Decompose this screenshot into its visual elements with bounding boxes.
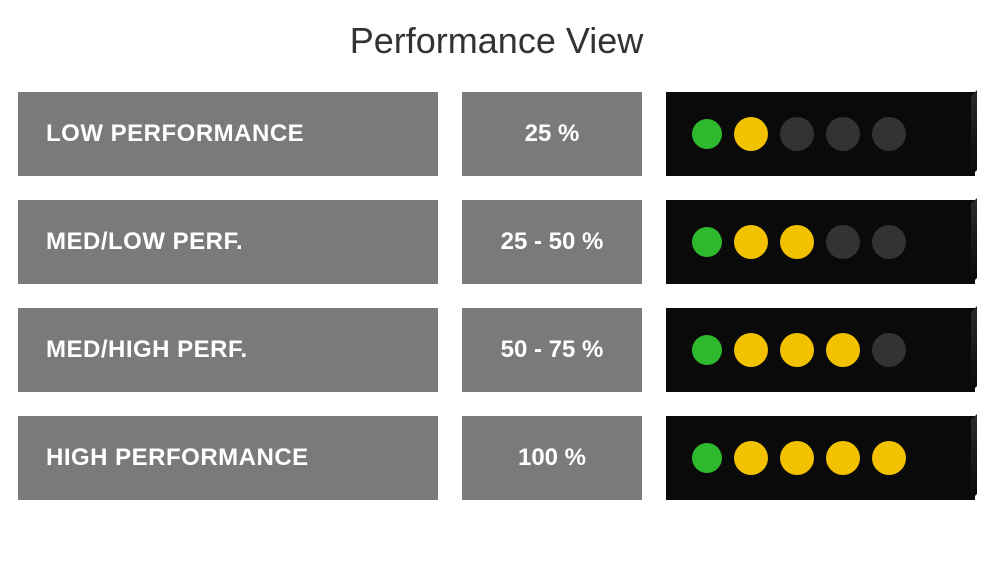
performance-label: HIGH PERFORMANCE bbox=[18, 416, 438, 500]
performance-row: MED/LOW PERF. 25 - 50 % bbox=[18, 200, 975, 284]
performance-lights bbox=[666, 92, 975, 176]
performance-label: LOW PERFORMANCE bbox=[18, 92, 438, 176]
light-dot bbox=[826, 333, 860, 367]
light-dot bbox=[780, 441, 814, 475]
performance-label: MED/HIGH PERF. bbox=[18, 308, 438, 392]
performance-percent: 100 % bbox=[462, 416, 642, 500]
light-dot bbox=[872, 117, 906, 151]
light-dot bbox=[734, 225, 768, 259]
performance-percent: 50 - 75 % bbox=[462, 308, 642, 392]
performance-row: HIGH PERFORMANCE 100 % bbox=[18, 416, 975, 500]
performance-percent: 25 % bbox=[462, 92, 642, 176]
light-dot bbox=[734, 117, 768, 151]
light-dot bbox=[734, 333, 768, 367]
light-dot bbox=[692, 227, 722, 257]
performance-lights bbox=[666, 200, 975, 284]
light-dot bbox=[826, 117, 860, 151]
performance-percent: 25 - 50 % bbox=[462, 200, 642, 284]
light-dot bbox=[872, 333, 906, 367]
light-dot bbox=[872, 225, 906, 259]
light-dot bbox=[692, 443, 722, 473]
light-dot bbox=[780, 117, 814, 151]
light-dot bbox=[780, 225, 814, 259]
performance-lights bbox=[666, 308, 975, 392]
performance-lights bbox=[666, 416, 975, 500]
performance-row: LOW PERFORMANCE 25 % bbox=[18, 92, 975, 176]
light-dot bbox=[734, 441, 768, 475]
light-dot bbox=[826, 225, 860, 259]
light-dot bbox=[872, 441, 906, 475]
page-title: Performance View bbox=[0, 0, 993, 92]
light-dot bbox=[780, 333, 814, 367]
light-dot bbox=[826, 441, 860, 475]
performance-label: MED/LOW PERF. bbox=[18, 200, 438, 284]
light-dot bbox=[692, 335, 722, 365]
performance-row: MED/HIGH PERF. 50 - 75 % bbox=[18, 308, 975, 392]
light-dot bbox=[692, 119, 722, 149]
performance-rows: LOW PERFORMANCE 25 % MED/LOW PERF. 25 - … bbox=[0, 92, 993, 500]
